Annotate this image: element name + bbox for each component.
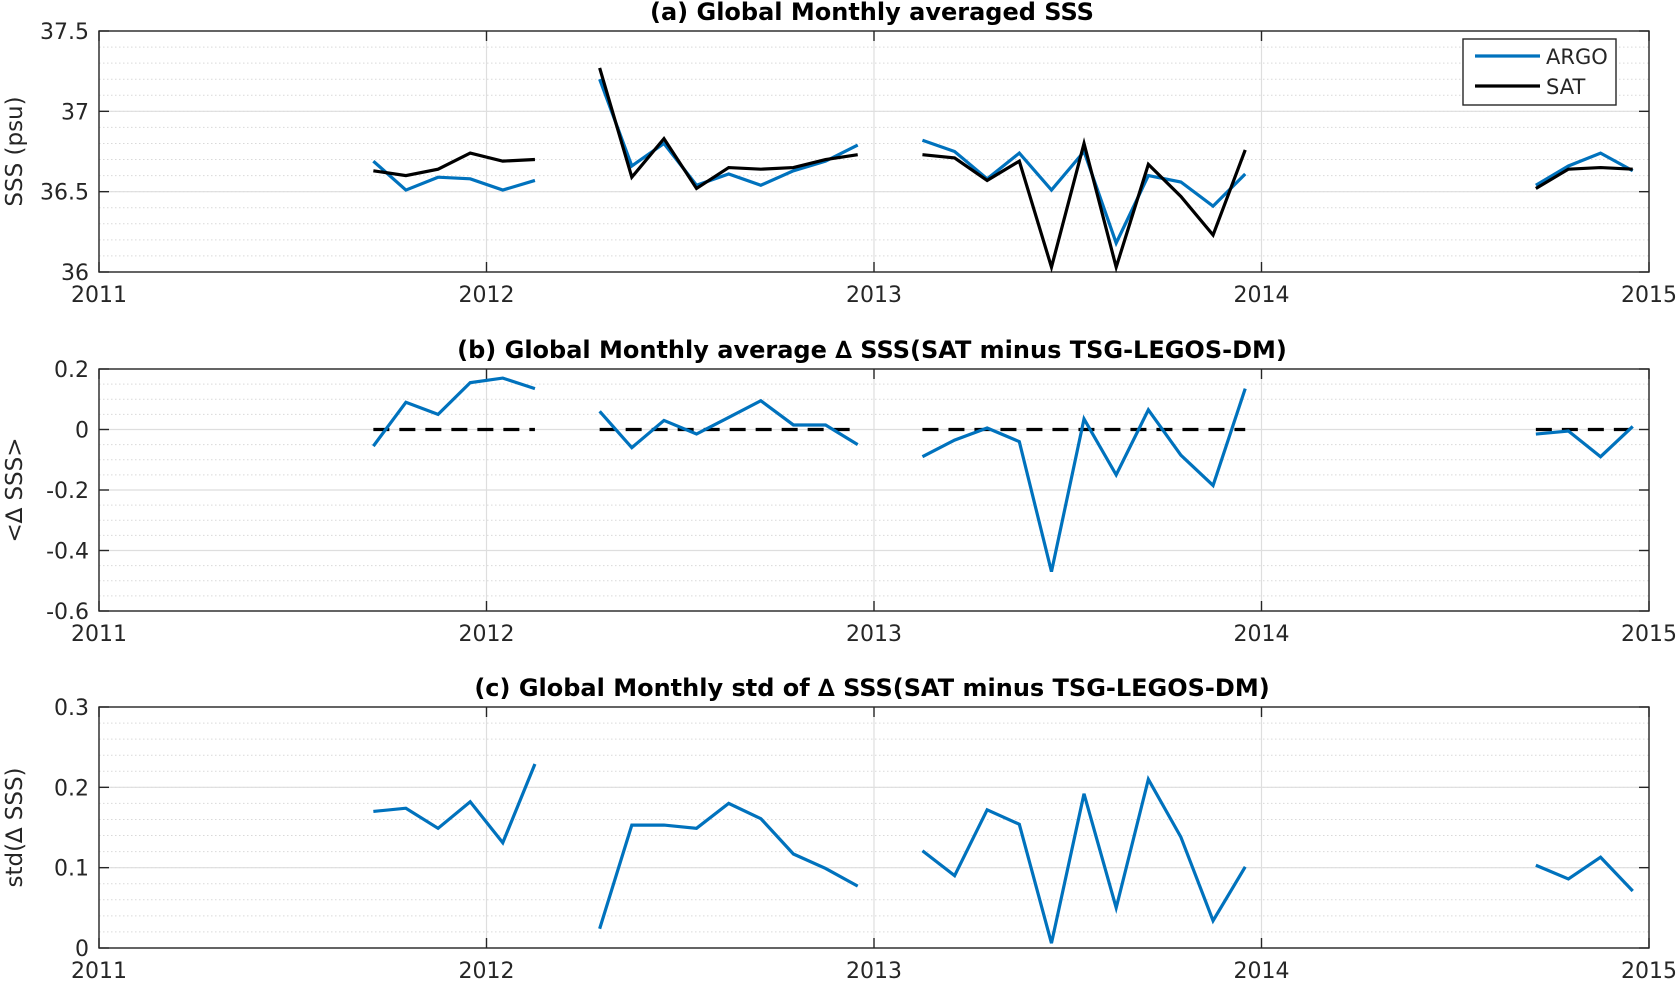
x-tick-label: 2011	[71, 622, 127, 647]
y-axis-label: std(∆ SSS)	[2, 767, 28, 887]
argo-series-line	[1535, 151, 1634, 187]
legend-label-argo: ARGO	[1546, 45, 1608, 69]
y-tick-label: 36.5	[40, 181, 89, 206]
sat-series-line	[1535, 165, 1633, 190]
argo-series-line	[921, 138, 1247, 248]
y-tick-label: 36	[61, 261, 89, 286]
x-tick-label: 2013	[846, 959, 902, 982]
x-tick-label: 2014	[1234, 959, 1290, 982]
x-tick-label: 2014	[1234, 283, 1290, 308]
sat-series-line	[922, 137, 1247, 274]
x-tick-label: 2013	[846, 622, 902, 647]
y-tick-label: 0.2	[54, 358, 89, 383]
y-tick-label: 0.2	[54, 776, 89, 801]
x-tick-label: 2015	[1621, 959, 1677, 982]
y-tick-label: 0.3	[54, 696, 89, 721]
x-tick-label: 2013	[846, 283, 902, 308]
panel-a: 2011 2012 2013 2014 2015 36 36.5 37 37.5 (a) Glob…	[2, 0, 1677, 308]
y-tick-label: -0.2	[46, 479, 89, 504]
x-tick-label: 2012	[459, 622, 515, 647]
sat-series-line	[373, 151, 536, 178]
delta-sss-series-line	[921, 388, 1247, 573]
x-tick-label: 2014	[1234, 622, 1290, 647]
legend-box	[1462, 38, 1617, 106]
y-tick-label: 0	[75, 937, 89, 962]
y-tick-label: -0.6	[46, 600, 89, 625]
chart-title: (c) Global Monthly std of ∆ SSS(SAT minu…	[474, 674, 1269, 702]
delta-sss-series-line	[598, 801, 859, 930]
y-tick-label: 0	[75, 419, 89, 444]
x-tick-label: 2015	[1621, 622, 1677, 647]
panel-b: 2011 2012 2013 2014 2015 -0.6 -0.4 -0.2 0 0.2 (b) …	[2, 336, 1677, 647]
x-tick-label: 2011	[71, 283, 127, 308]
argo-series-line	[598, 78, 859, 188]
legend-label-sat: SAT	[1546, 75, 1585, 99]
delta-sss-series-line	[1535, 855, 1634, 893]
y-axis-label: SSS (psu)	[2, 96, 28, 206]
x-tick-label: 2011	[71, 959, 127, 982]
delta-sss-series-line	[373, 763, 537, 846]
panel-c: 2011 2012 2013 2014 2015 0 0.1 0.2 0.3 (c) Global…	[2, 674, 1677, 982]
legend: ARGO SAT	[1462, 38, 1617, 106]
x-tick-label: 2015	[1621, 283, 1677, 308]
sat-series-line	[598, 67, 858, 191]
y-axis-label: <∆ SSS>	[2, 437, 28, 542]
argo-series-line	[372, 159, 536, 192]
delta-sss-series-line	[598, 398, 859, 450]
chart-title: (b) Global Monthly average ∆ SSS(SAT min…	[457, 336, 1287, 364]
y-tick-label: -0.4	[46, 540, 89, 565]
y-tick-label: 37	[61, 100, 89, 125]
delta-sss-series-line	[372, 376, 536, 448]
delta-sss-series-line	[1535, 425, 1634, 459]
delta-sss-series-line	[921, 775, 1247, 944]
chart-title: (a) Global Monthly averaged SSS	[650, 0, 1094, 26]
x-tick-label: 2012	[459, 959, 515, 982]
y-tick-label: 0.1	[54, 857, 89, 882]
x-tick-label: 2012	[459, 283, 515, 308]
y-tick-label: 37.5	[40, 20, 89, 45]
